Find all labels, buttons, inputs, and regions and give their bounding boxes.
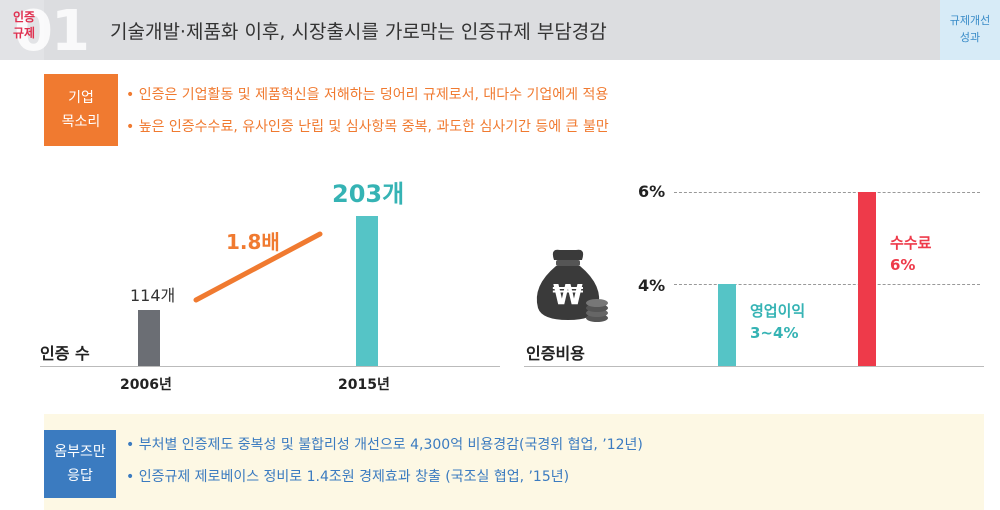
voice-bullet-2: • 높은 인증수수료, 유사인증 난립 및 심사항목 중복, 과도한 심사기간 …	[126, 119, 609, 135]
category-tag	[0, 0, 44, 60]
y-tick-4: 4%	[638, 276, 666, 295]
chart-cert-count: 114개 203개 1.8배 인증 수 2006년 2015년	[40, 170, 500, 410]
gridline-4	[674, 284, 980, 285]
section-number: 01	[14, 0, 90, 64]
voice-bullet-1: • 인증은 기업활동 및 제품혁신을 저해하는 덩어리 규제로서, 대다수 기업…	[126, 87, 609, 103]
chart1-title: 인증 수	[40, 344, 90, 363]
voice-label: 기업 목소리	[61, 90, 101, 130]
response-label: 옴부즈만 응답	[54, 444, 106, 484]
bar-2015-value: 203개	[332, 180, 405, 208]
chart2-title: 인증비용	[526, 344, 585, 363]
y-tick-6: 6%	[638, 182, 666, 201]
response-label-box: 옴부즈만 응답	[44, 430, 116, 498]
gridline-6	[674, 192, 980, 193]
result-tag	[940, 0, 1000, 60]
growth-annotation: 1.8배	[226, 230, 280, 254]
category-tag-label: 인증 규제	[12, 10, 36, 40]
bar-2006-value: 114개	[130, 286, 176, 305]
bar-2015	[356, 216, 378, 366]
result-tag-label: 규제개선 성과	[949, 14, 991, 44]
bar-operating-profit-label: 영업이익 3~4%	[750, 302, 806, 342]
coin-stack-icon	[586, 299, 608, 322]
bar-fee-label: 수수료 6%	[890, 234, 932, 274]
chart2-baseline	[524, 366, 984, 367]
growth-line	[193, 231, 323, 303]
svg-text:₩: ₩	[553, 278, 584, 311]
x-tick-2015: 2015년	[338, 377, 390, 393]
response-panel	[44, 414, 984, 510]
chart-cert-cost: 6% 4% 영업이익 3~4% 수수료 6% ₩ 인증비용	[524, 170, 984, 410]
bar-2006	[138, 310, 160, 366]
x-tick-2006: 2006년	[120, 377, 172, 393]
bar-fee	[858, 192, 876, 366]
response-bullet-1: • 부처별 인증제도 중복성 및 불합리성 개선으로 4,300억 비용경감(국…	[126, 437, 643, 453]
chart1-baseline	[40, 366, 500, 367]
header-bar	[0, 0, 1000, 60]
bar-operating-profit	[718, 284, 736, 366]
page-title: 기술개발·제품화 이후, 시장출시를 가로막는 인증규제 부담경감	[110, 21, 607, 43]
voice-label-box: 기업 목소리	[44, 74, 118, 146]
money-bag-icon: ₩	[536, 249, 600, 320]
response-bullet-2: • 인증규제 제로베이스 정비로 1.4조원 경제효과 창출 (국조실 협업, …	[126, 469, 570, 485]
